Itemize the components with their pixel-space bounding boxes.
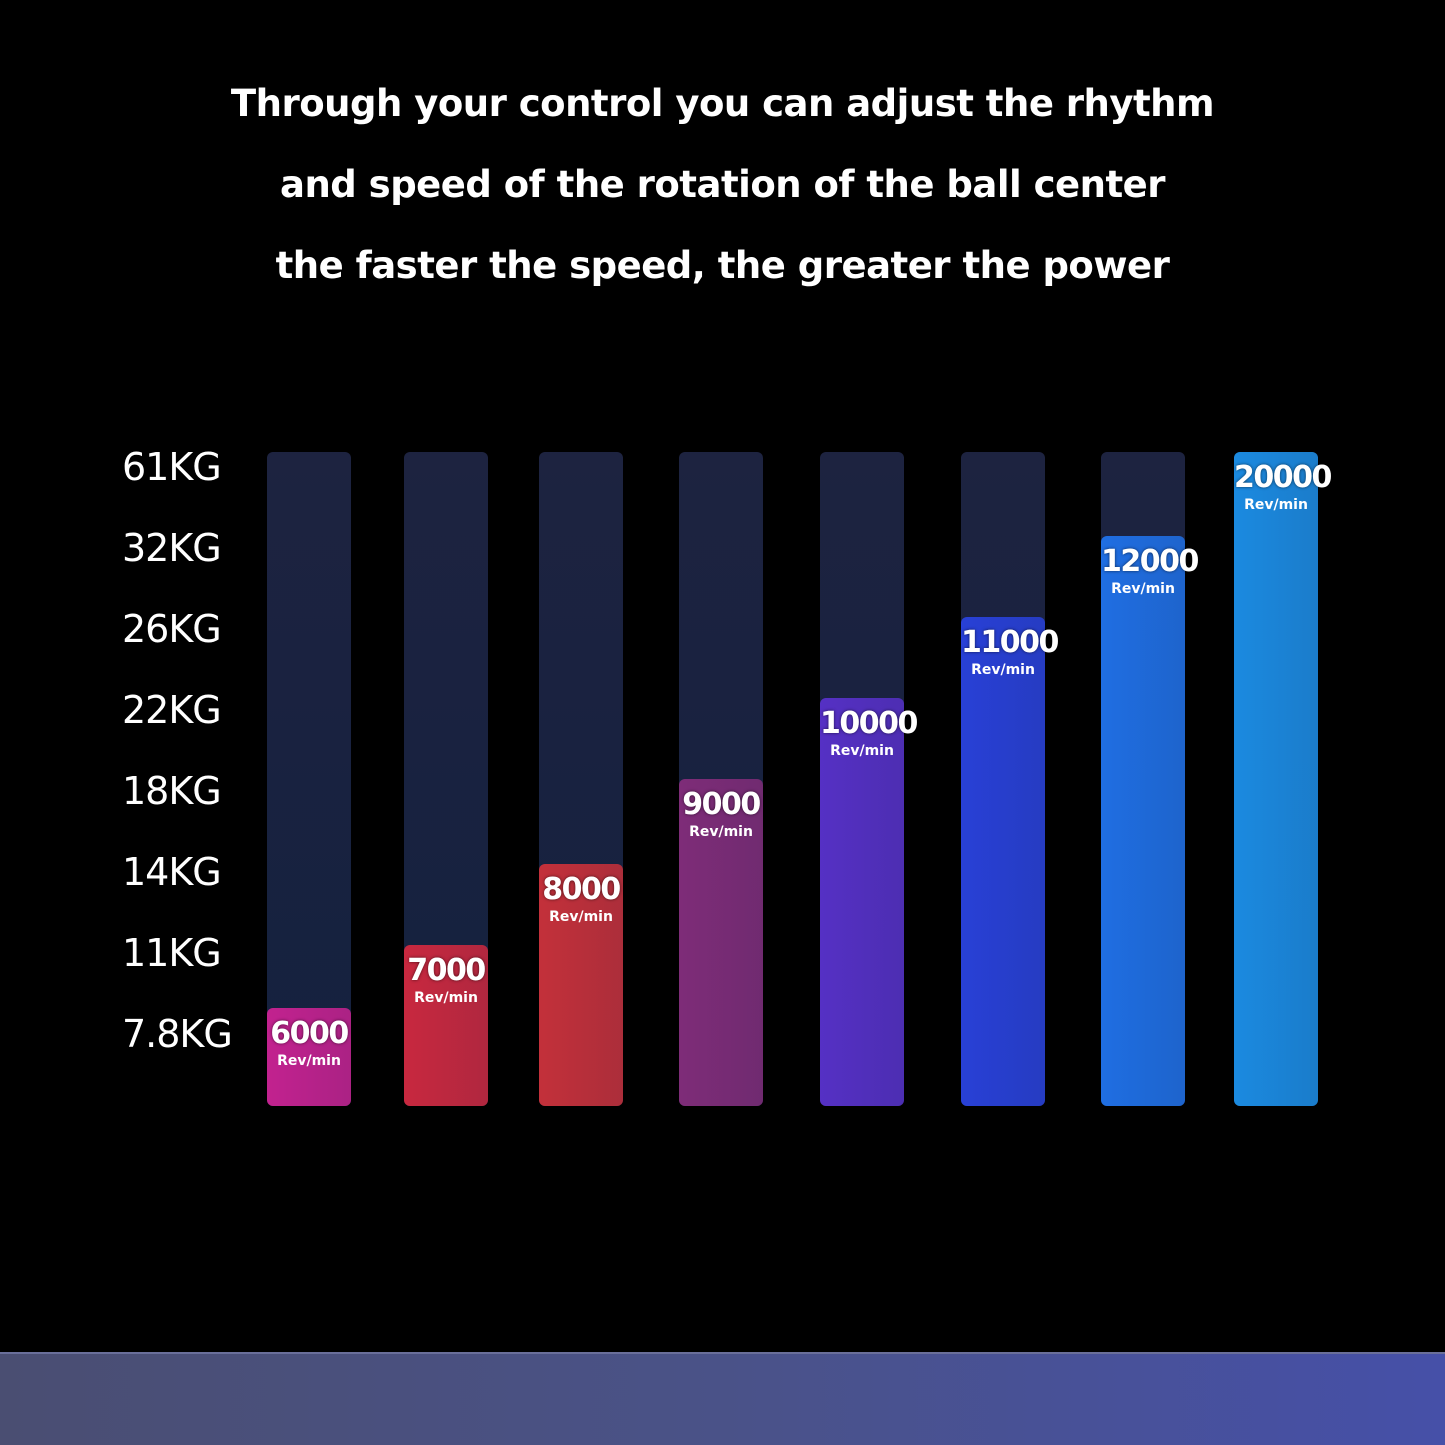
bar: 12000 Rev/min	[1101, 536, 1199, 1106]
bar-track: 8000 Rev/min	[539, 452, 623, 1106]
bar: 7000 Rev/min	[404, 945, 488, 1106]
bar-value-label: 6000	[270, 1016, 349, 1051]
y-tick-label: 26KG	[122, 607, 222, 651]
bar-value-label: 12000	[1101, 544, 1199, 579]
bar-unit-label: Rev/min	[830, 743, 894, 759]
floor-band	[0, 1352, 1445, 1445]
bar-track: 10000 Rev/min	[820, 452, 918, 1106]
bar-value-label: 11000	[961, 625, 1059, 660]
bar: 10000 Rev/min	[820, 698, 918, 1106]
bar: 9000 Rev/min	[679, 779, 763, 1106]
headline-line-3: the faster the speed, the greater the po…	[275, 244, 1170, 287]
bar-unit-label: Rev/min	[277, 1053, 341, 1069]
bar-value-label: 8000	[542, 872, 621, 907]
bar-track: 7000 Rev/min	[404, 452, 488, 1106]
bar-value-label: 20000	[1234, 460, 1332, 495]
bar-value-label: 7000	[407, 953, 486, 988]
bar: 8000 Rev/min	[539, 864, 623, 1106]
headline-line-1: Through your control you can adjust the …	[230, 82, 1215, 125]
bar-unit-label: Rev/min	[971, 662, 1035, 678]
bar-track: 9000 Rev/min	[679, 452, 763, 1106]
bar: 6000 Rev/min	[267, 1008, 351, 1106]
bar-value-label: 9000	[682, 787, 761, 822]
y-tick-label: 7.8KG	[122, 1012, 233, 1056]
y-tick-label: 32KG	[122, 526, 222, 570]
y-tick-label: 61KG	[122, 445, 222, 489]
bar: 11000 Rev/min	[961, 617, 1059, 1106]
bar-track: 11000 Rev/min	[961, 452, 1059, 1106]
bar-unit-label: Rev/min	[689, 824, 753, 840]
bar: 20000 Rev/min	[1234, 452, 1332, 1106]
bar-unit-label: Rev/min	[1111, 581, 1175, 597]
bar-value-label: 10000	[820, 706, 918, 741]
bar-track: 6000 Rev/min	[267, 452, 351, 1106]
y-tick-label: 11KG	[122, 931, 222, 975]
bar-unit-label: Rev/min	[1244, 497, 1308, 513]
bar-unit-label: Rev/min	[549, 909, 613, 925]
bar-track: 12000 Rev/min	[1101, 452, 1199, 1106]
y-tick-label: 22KG	[122, 688, 222, 732]
bar-unit-label: Rev/min	[414, 990, 478, 1006]
y-tick-label: 18KG	[122, 769, 222, 813]
y-tick-label: 14KG	[122, 850, 222, 894]
bar-track: 20000 Rev/min	[1234, 452, 1332, 1106]
headline-line-2: and speed of the rotation of the ball ce…	[280, 163, 1165, 206]
